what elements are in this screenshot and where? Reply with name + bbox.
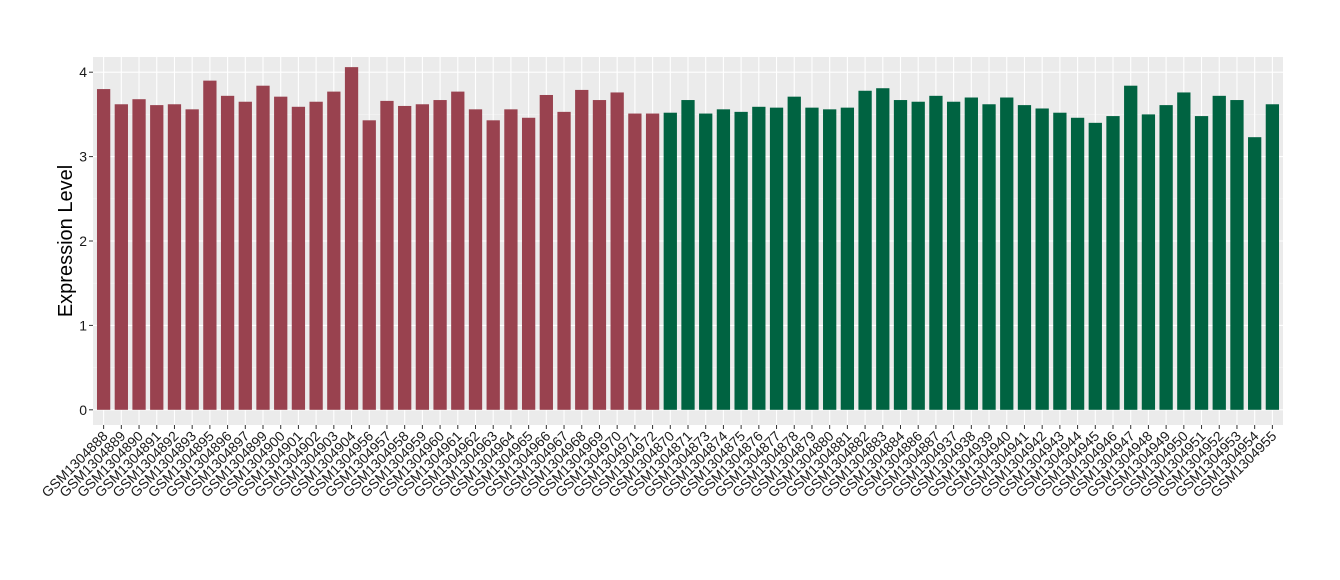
bar-GSM1304943 <box>1053 112 1067 410</box>
bar-GSM1304961 <box>451 91 465 410</box>
bar-GSM1304965 <box>521 117 536 410</box>
bar-GSM1304964 <box>504 109 518 410</box>
bar-GSM1304899 <box>256 85 270 410</box>
bar-GSM1304950 <box>1177 92 1191 410</box>
bar-GSM1304954 <box>1248 137 1262 410</box>
bar-GSM1304892 <box>167 104 182 410</box>
bar-GSM1304904 <box>344 67 359 410</box>
bar-GSM1304944 <box>1070 117 1085 410</box>
y-axis-title: Expression Level <box>55 165 77 317</box>
bar-GSM1304875 <box>734 111 748 410</box>
bar-GSM1304884 <box>893 100 908 410</box>
y-tick-label: 4 <box>79 64 87 80</box>
bar-GSM1304890 <box>132 99 146 410</box>
bar-GSM1304942 <box>1035 108 1049 410</box>
bar-GSM1304888 <box>96 89 111 410</box>
bar-GSM1304963 <box>486 120 500 410</box>
bar-GSM1304877 <box>769 107 784 410</box>
bar-GSM1304937 <box>946 101 961 410</box>
bar-GSM1304946 <box>1106 116 1120 410</box>
bar-GSM1304891 <box>150 105 164 410</box>
y-tick-label: 3 <box>79 149 87 165</box>
bar-GSM1304870 <box>663 112 677 410</box>
bar-GSM1304897 <box>238 101 252 410</box>
bar-GSM1304902 <box>309 101 323 410</box>
y-axis: 0 1 2 3 4 <box>79 64 93 418</box>
bar-GSM1304951 <box>1194 116 1209 410</box>
bar-GSM1304876 <box>752 106 766 410</box>
bars <box>96 67 1280 410</box>
bar-GSM1304949 <box>1159 105 1173 410</box>
y-tick-label: 2 <box>79 233 87 249</box>
bar-GSM1304887 <box>929 95 943 410</box>
bar-GSM1304886 <box>911 101 925 410</box>
y-tick-label: 1 <box>79 317 87 333</box>
bar-GSM1304962 <box>468 109 483 410</box>
bar-GSM1304957 <box>380 100 394 410</box>
bar-GSM1304903 <box>327 91 341 410</box>
bar-GSM1304971 <box>628 113 642 410</box>
bar-GSM1304874 <box>716 109 731 410</box>
bar-GSM1304879 <box>805 107 819 410</box>
bar-GSM1304968 <box>575 89 589 410</box>
bar-GSM1304945 <box>1088 122 1102 410</box>
bar-GSM1304952 <box>1212 95 1226 410</box>
bar-GSM1304947 <box>1124 85 1138 410</box>
bar-GSM1304959 <box>415 104 430 410</box>
bar-GSM1304900 <box>274 96 288 410</box>
bar-GSM1304972 <box>645 113 660 410</box>
bar-GSM1304889 <box>114 104 128 410</box>
bar-GSM1304882 <box>858 90 872 410</box>
bar-GSM1304941 <box>1017 105 1032 410</box>
bar-GSM1304878 <box>787 96 801 410</box>
bar-GSM1304883 <box>876 88 890 410</box>
x-axis: GSM1304888GSM1304889GSM1304890GSM1304891… <box>38 425 1280 500</box>
bar-GSM1304871 <box>681 100 695 410</box>
bar-GSM1304956 <box>362 120 376 410</box>
bar-GSM1304967 <box>557 111 571 410</box>
bar-GSM1304893 <box>185 109 199 410</box>
bar-GSM1304938 <box>964 97 978 410</box>
bar-GSM1304958 <box>398 105 412 410</box>
bar-GSM1304970 <box>610 92 624 410</box>
bar-GSM1304881 <box>840 107 855 410</box>
bar-GSM1304901 <box>291 106 306 410</box>
bar-GSM1304895 <box>203 80 217 410</box>
y-tick-label: 0 <box>79 402 87 418</box>
bar-GSM1304969 <box>592 100 607 410</box>
bar-GSM1304953 <box>1230 100 1244 410</box>
bar-GSM1304966 <box>539 94 553 410</box>
bar-GSM1304873 <box>699 113 713 410</box>
bar-GSM1304940 <box>1000 97 1014 410</box>
bar-GSM1304939 <box>982 104 996 410</box>
bar-GSM1304960 <box>433 100 447 410</box>
bar-GSM1304880 <box>823 109 837 410</box>
bar-GSM1304896 <box>220 95 235 410</box>
bar-GSM1304955 <box>1265 104 1280 410</box>
bar-GSM1304948 <box>1141 114 1156 410</box>
